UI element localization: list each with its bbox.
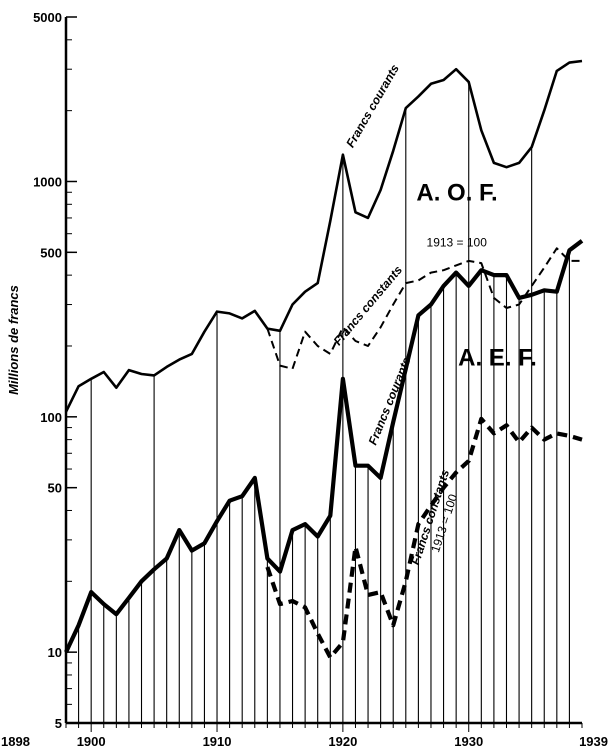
aof-francs-courants-line [64,59,583,413]
y-tick-label: 5000 [33,10,62,25]
y-tick-label: 5 [55,716,62,731]
x-tick-label: 1900 [77,734,106,749]
x-tick-label: 1920 [328,734,357,749]
aof-region-label: A. O. F. [416,180,497,207]
aof-francs-constants-label: Francs constants [331,263,406,348]
aef-region-label: A. E. F. [458,345,537,372]
aef-francs-courants-line [64,239,584,654]
x-tick-label: 1910 [203,734,232,749]
x-tick-label: 1898 [1,734,30,749]
aof-francs-courants-label: Francs courants [343,62,402,150]
x-tick-label: 1939 [579,734,608,749]
aof-francs-constants-line [266,247,582,370]
aof-index-label: 1913 = 100 [427,235,488,249]
y-tick-label: 50 [48,481,62,496]
y-tick-label: 10 [48,645,62,660]
x-tick-label: 1930 [454,734,483,749]
y-tick-label: 500 [40,245,62,260]
y-tick-label: 100 [40,410,62,425]
y-axis-title: Millions de francs [6,285,21,395]
aef-francs-constants-line [265,416,583,660]
y-tick-label: 1000 [33,174,62,189]
